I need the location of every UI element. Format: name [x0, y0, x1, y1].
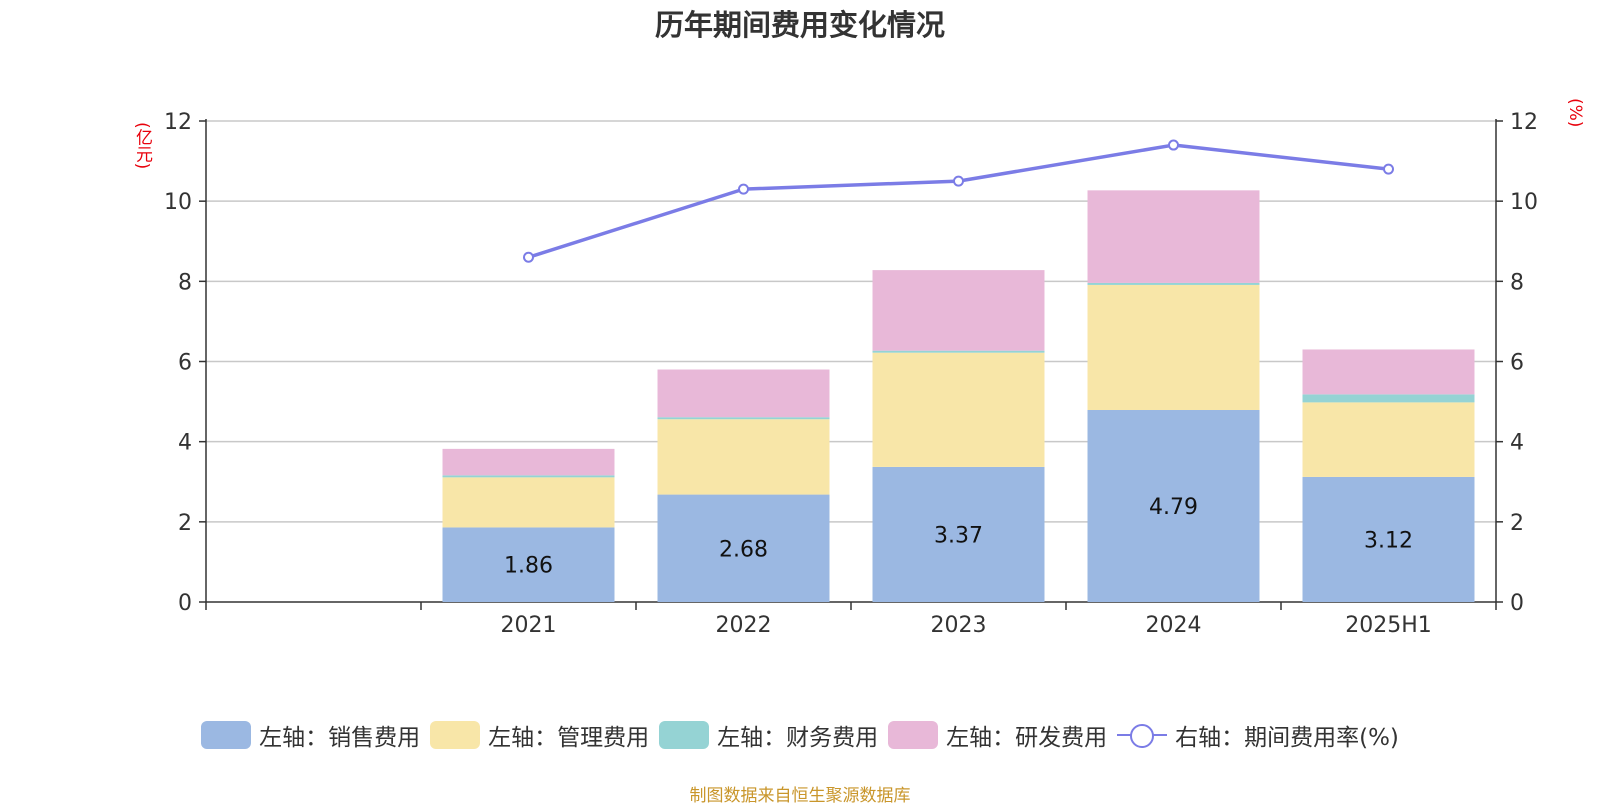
chart-title: 历年期间费用变化情况 — [654, 8, 945, 42]
left-axis-unit: (亿元) — [132, 122, 152, 170]
legend-item-rnd[interactable]: 左轴：研发费用 — [888, 718, 1107, 752]
legend-line-marker-icon — [1117, 721, 1168, 749]
legend-label-admin: 左轴：管理费用 — [488, 725, 650, 751]
left-axis-tick-label: 4 — [178, 431, 192, 456]
bar-segment-3 — [872, 350, 1045, 353]
left-axis-tick-label: 6 — [178, 351, 192, 376]
bar-segment-3 — [1087, 282, 1260, 285]
bar-segment-3 — [1302, 394, 1475, 403]
bar-segment-2 — [442, 477, 615, 528]
left-axis-tick-label: 0 — [178, 591, 192, 616]
bar-segment-2 — [1087, 284, 1260, 411]
bar-segment-4 — [1302, 349, 1475, 395]
right-axis-tick-label: 12 — [1510, 110, 1538, 135]
bar-value-label: 4.79 — [1149, 495, 1198, 520]
legend-label-sales: 左轴：销售费用 — [259, 725, 421, 751]
bar-value-label: 1.86 — [504, 554, 553, 579]
left-axis-tick-label: 8 — [178, 270, 192, 295]
rate-point — [953, 175, 964, 187]
bar-value-label: 2.68 — [719, 537, 768, 562]
right-axis-tick-label: 2 — [1510, 511, 1524, 536]
legend-label-rate: 右轴：期间费用率(%) — [1175, 725, 1399, 751]
legend-label-rnd: 左轴：研发费用 — [946, 725, 1108, 751]
bar-segment-3 — [442, 475, 615, 478]
right-axis-tick-label: 10 — [1510, 190, 1538, 215]
bar-segment-4 — [1087, 190, 1260, 283]
left-axis-tick-label: 10 — [164, 190, 192, 215]
right-axis-tick-label: 8 — [1510, 270, 1524, 295]
x-axis-tick-label: 2024 — [1146, 613, 1202, 638]
left-axis-tick-label: 12 — [164, 110, 192, 135]
bar-segment-1 — [442, 527, 615, 602]
x-axis-tick-label: 2025H1 — [1345, 613, 1432, 638]
bar-segment-2 — [657, 419, 830, 495]
legend-item-sales[interactable]: 左轴：销售费用 — [201, 718, 420, 752]
legend-item-admin[interactable]: 左轴：管理费用 — [430, 718, 649, 752]
bar-segment-3 — [657, 417, 830, 420]
bar-segment-1 — [1302, 476, 1475, 602]
x-axis-tick-label: 2023 — [931, 613, 987, 638]
bar-segment-2 — [872, 352, 1045, 467]
bar-segment-2 — [1302, 402, 1475, 477]
bar-segment-4 — [442, 448, 615, 476]
bar-segment-4 — [657, 369, 830, 418]
bar-segment-1 — [1087, 410, 1260, 602]
legend-label-finance: 左轴：财务费用 — [717, 725, 879, 751]
legend-item-rate[interactable]: 右轴：期间费用率(%) — [1117, 718, 1399, 752]
left-axis-tick-label: 2 — [178, 511, 192, 536]
legend-swatch-admin — [430, 721, 481, 749]
bar-segment-4 — [872, 270, 1045, 351]
rate-point — [523, 251, 534, 263]
right-axis-unit: (%) — [1565, 98, 1585, 128]
bar-segment-1 — [657, 494, 830, 602]
data-source-note: 制图数据来自恒生聚源数据库 — [689, 786, 911, 806]
bar-value-label: 3.37 — [934, 523, 983, 548]
rate-point — [738, 183, 749, 195]
x-axis-tick-label: 2021 — [501, 613, 557, 638]
legend-swatch-rnd — [888, 721, 939, 749]
rate-point — [1168, 139, 1179, 151]
right-axis-tick-label: 4 — [1510, 431, 1524, 456]
rate-point — [1383, 163, 1394, 175]
bar-segment-1 — [872, 466, 1045, 602]
legend: 左轴：销售费用 左轴：管理费用 左轴：财务费用 左轴：研发费用 右轴：期间费用率… — [0, 718, 1600, 752]
legend-swatch-finance — [659, 721, 710, 749]
right-axis-tick-label: 6 — [1510, 351, 1524, 376]
x-axis-tick-label: 2022 — [716, 613, 772, 638]
legend-swatch-sales — [201, 721, 252, 749]
legend-item-finance[interactable]: 左轴：财务费用 — [659, 718, 878, 752]
bar-value-label: 3.12 — [1364, 528, 1413, 553]
right-axis-tick-label: 0 — [1510, 591, 1524, 616]
